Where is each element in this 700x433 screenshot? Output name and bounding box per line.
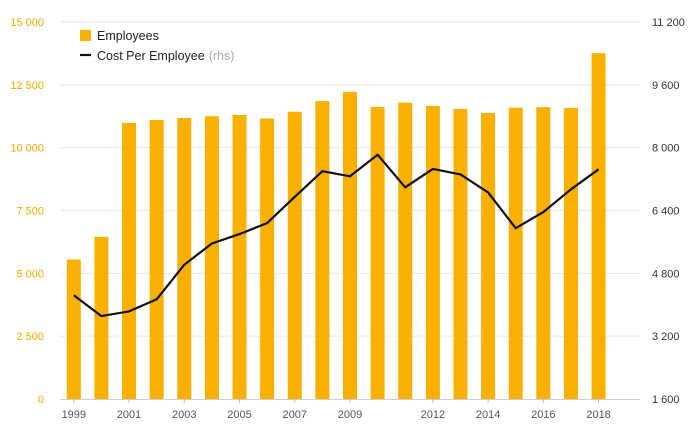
bar-employees-2010 (370, 106, 385, 399)
bar-employees-2011 (398, 102, 413, 399)
bar-employees-2015 (508, 107, 523, 400)
x-tick-label: 2014 (476, 409, 500, 421)
legend: Employees Cost Per Employee (rhs) (80, 29, 234, 63)
y-left-tick-label: 0 (38, 394, 44, 406)
legend-label-employees: Employees (97, 29, 159, 43)
y-right-tick-label: 9 600 (652, 80, 680, 92)
y-right-tick-label: 4 800 (652, 268, 680, 280)
bar-employees-2009 (343, 91, 357, 399)
bar-employees-2003 (177, 118, 192, 399)
x-tick-label: 2001 (117, 409, 141, 421)
x-tick-label: 2007 (283, 409, 307, 421)
x-tick-label: 2018 (586, 409, 610, 421)
legend-swatch-employees (80, 30, 91, 41)
cost-per-employee-line-group (73, 153, 600, 318)
y-left-tick-label: 15 000 (10, 17, 44, 29)
bar-employees-2004 (204, 116, 219, 399)
x-tick-label: 2003 (172, 409, 196, 421)
bar-employees-2000 (94, 236, 109, 399)
x-tick-label: 2009 (338, 409, 362, 421)
bar-employees-2017 (563, 107, 578, 400)
y-left-tick-label: 10 000 (10, 143, 44, 155)
bar-employees-2012 (425, 105, 440, 399)
employees-bars (66, 53, 606, 400)
y-left-tick-label: 5 000 (16, 268, 44, 280)
y-right-tick-label: 6 400 (652, 206, 680, 218)
bar-employees-2006 (260, 118, 275, 400)
bar-employees-2002 (149, 120, 164, 400)
y-left-tick-label: 12 500 (10, 80, 44, 92)
bar-employees-2005 (232, 114, 247, 399)
legend-rhs-note: (rhs) (209, 49, 235, 63)
y-right-tick-label: 8 000 (652, 143, 680, 155)
bar-employees-2001 (122, 123, 137, 399)
bar-employees-2018 (591, 53, 606, 399)
y-right-tick-label: 3 200 (652, 331, 680, 343)
bar-employees-2016 (536, 107, 551, 400)
x-tick-label: 2016 (531, 409, 555, 421)
axes: 0 1 600 2 500 3 200 5 000 4 800 7 500 6 400 10 0… (10, 17, 684, 421)
bar-employees-1999 (66, 259, 81, 399)
y-left-tick-label: 7 500 (16, 206, 44, 218)
x-tick-label: 1999 (62, 409, 86, 421)
cost-per-employee-line (73, 153, 600, 318)
bar-employees-2014 (481, 112, 496, 399)
legend-label-cost-text: Cost Per Employee (97, 49, 205, 63)
x-tick-label: 2005 (227, 409, 251, 421)
y-right-tick-label: 1 600 (652, 394, 680, 406)
bar-employees-2013 (453, 108, 468, 399)
bar-employees-2007 (287, 111, 302, 399)
x-tick-label: 2012 (421, 409, 445, 421)
y-left-tick-label: 2 500 (16, 331, 44, 343)
y-right-tick-label: 11 200 (652, 17, 685, 29)
bar-employees-2008 (315, 101, 330, 400)
legend-label-cost-per-employee: Cost Per Employee (rhs) (97, 49, 234, 63)
